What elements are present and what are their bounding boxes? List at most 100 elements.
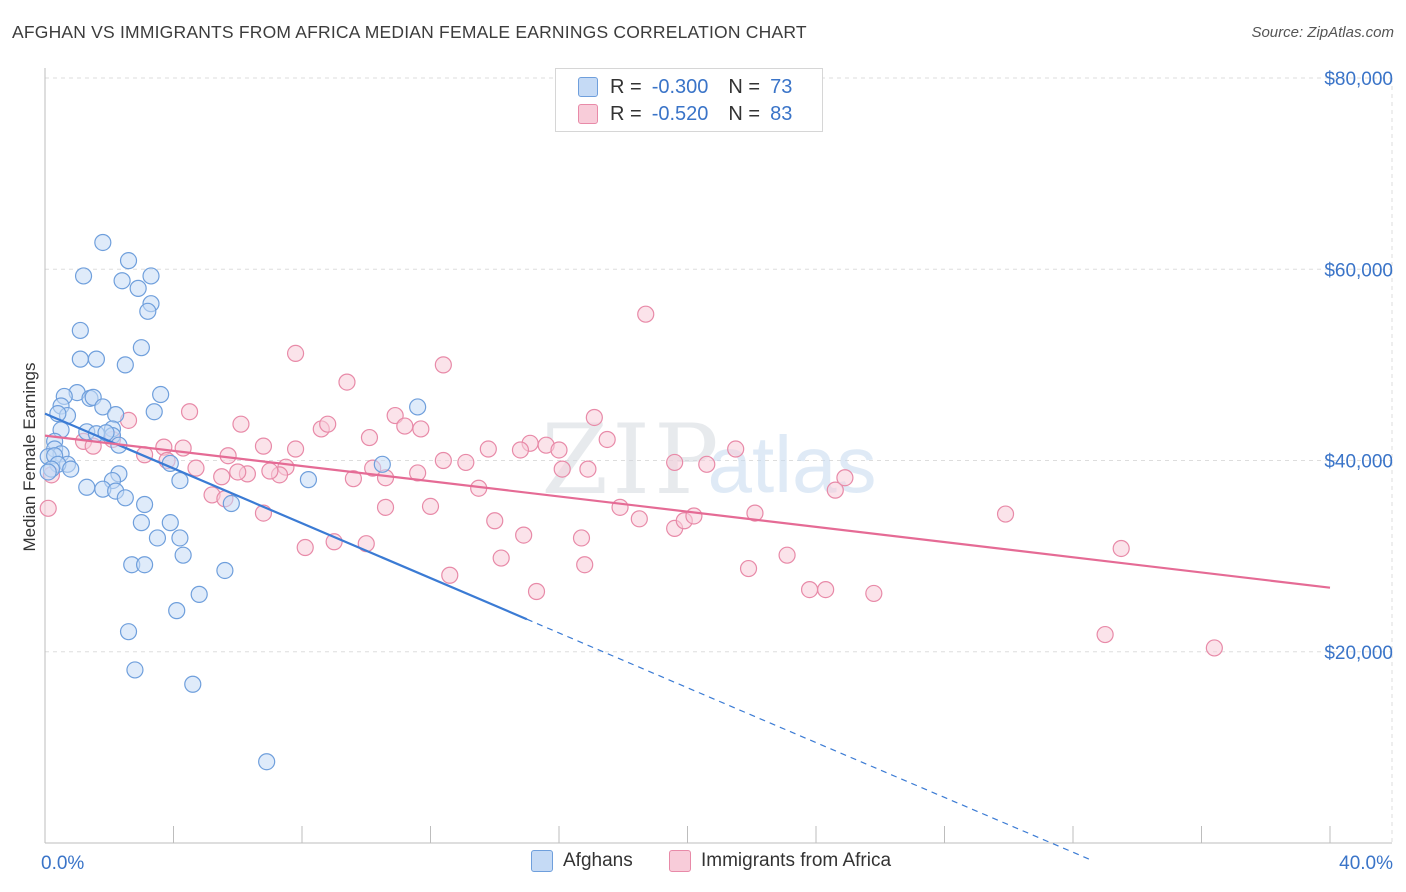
chart-title: AFGHAN VS IMMIGRANTS FROM AFRICA MEDIAN … <box>12 22 807 42</box>
africa-point <box>396 417 414 435</box>
afghan-point <box>171 471 189 490</box>
r-value: -0.300 <box>651 75 709 98</box>
africa-point <box>338 373 356 391</box>
africa-point <box>319 415 337 433</box>
africa-point <box>585 408 603 427</box>
africa-point <box>579 460 597 478</box>
afghan-point <box>139 302 157 320</box>
afghan-point <box>135 556 154 574</box>
africa-point <box>409 464 427 482</box>
n-label: N = <box>728 75 761 98</box>
y-axis-label: Median Female Earnings <box>20 363 39 552</box>
afghan-point <box>373 455 391 473</box>
legend-item-afghans[interactable]: Afghans <box>531 850 633 872</box>
n-value: 73 <box>770 75 793 98</box>
y-tick-labels: $20,000 $40,000 $60,000 $80,000 <box>1324 69 1393 664</box>
afghans-legend-swatch <box>531 850 553 872</box>
stats-legend: R = -0.300 N = 73 R = -0.520 N = 83 <box>555 68 823 132</box>
afghan-point <box>299 471 318 489</box>
afghan-point <box>184 675 202 693</box>
afghans-points <box>39 233 427 771</box>
africa-point <box>39 499 57 517</box>
africa-point <box>479 440 497 458</box>
africa-point <box>778 546 796 564</box>
afghan-point <box>145 403 163 421</box>
afghans-trend-line <box>44 412 528 621</box>
africa-point <box>492 549 510 567</box>
afghan-point <box>174 546 192 564</box>
x-tick-label-min: 0.0% <box>41 853 84 874</box>
afghan-point <box>216 561 234 580</box>
africa-point <box>412 420 430 438</box>
legend-item-africa[interactable]: Immigrants from Africa <box>669 850 891 872</box>
afghans-swatch <box>578 77 598 97</box>
africa-point <box>296 538 314 557</box>
africa-point <box>441 566 459 584</box>
legend-label-africa: Immigrants from Africa <box>701 850 892 871</box>
afghan-point <box>71 321 89 340</box>
africa-point <box>666 453 684 472</box>
afghan-point <box>119 252 138 270</box>
afghan-point <box>94 398 112 416</box>
africa-point <box>637 305 655 323</box>
r-value: -0.520 <box>651 102 709 125</box>
africa-trend-line <box>44 434 1331 589</box>
afghan-point <box>87 350 106 368</box>
afghan-point <box>152 385 170 404</box>
afghan-point <box>119 623 138 641</box>
afghan-point <box>409 398 427 416</box>
stats-row-africa: R = -0.520 N = 83 <box>578 101 792 127</box>
afghan-point <box>94 233 112 252</box>
africa-point <box>598 430 616 449</box>
africa-point <box>515 526 533 544</box>
africa-point <box>386 406 404 425</box>
africa-point <box>739 559 758 578</box>
afghan-point <box>161 514 179 532</box>
africa-point <box>698 455 716 473</box>
africa-point <box>1112 539 1130 558</box>
africa-point <box>232 415 250 433</box>
africa-point <box>434 451 452 470</box>
africa-legend-swatch <box>669 850 691 872</box>
afghan-point <box>148 529 167 547</box>
y-tick-label: $40,000 <box>1324 452 1393 473</box>
afghan-point <box>74 267 93 285</box>
africa-point <box>229 463 247 481</box>
africa-point <box>817 580 835 599</box>
watermark: ZIP atlas <box>541 404 876 516</box>
africa-point <box>511 441 530 459</box>
africa-point <box>727 440 745 458</box>
africa-point <box>457 453 475 472</box>
afghan-point <box>171 529 189 547</box>
afghan-point <box>142 267 160 285</box>
africa-point <box>421 497 440 515</box>
afghan-point <box>126 661 144 679</box>
immigrants-from-africa-points <box>39 305 1223 657</box>
afghan-point <box>132 514 150 532</box>
y-tick-label: $20,000 <box>1324 643 1393 664</box>
africa-point <box>572 529 591 547</box>
afghan-point <box>116 489 134 507</box>
watermark-zip: ZIP <box>541 404 722 516</box>
afghans-trend-extension <box>526 618 1090 860</box>
x-tick-labels: 0.0% 40.0% <box>41 853 1393 874</box>
africa-point <box>1205 639 1223 657</box>
africa-point <box>865 584 883 603</box>
africa-point <box>486 512 504 530</box>
afghan-point <box>62 460 80 478</box>
africa-point <box>611 498 629 516</box>
africa-point <box>553 460 571 478</box>
africa-point <box>996 505 1015 523</box>
y-tick-label: $60,000 <box>1324 260 1393 281</box>
africa-point <box>261 462 279 480</box>
africa-point <box>826 481 844 499</box>
africa-swatch <box>578 104 598 124</box>
y-tick-label: $80,000 <box>1324 69 1393 90</box>
africa-point <box>550 441 568 459</box>
africa-point <box>685 507 703 525</box>
series-legend: Afghans Immigrants from Africa <box>0 850 1406 878</box>
r-label: R = <box>610 102 642 125</box>
afghan-point <box>190 585 208 603</box>
afghan-point <box>168 602 186 620</box>
